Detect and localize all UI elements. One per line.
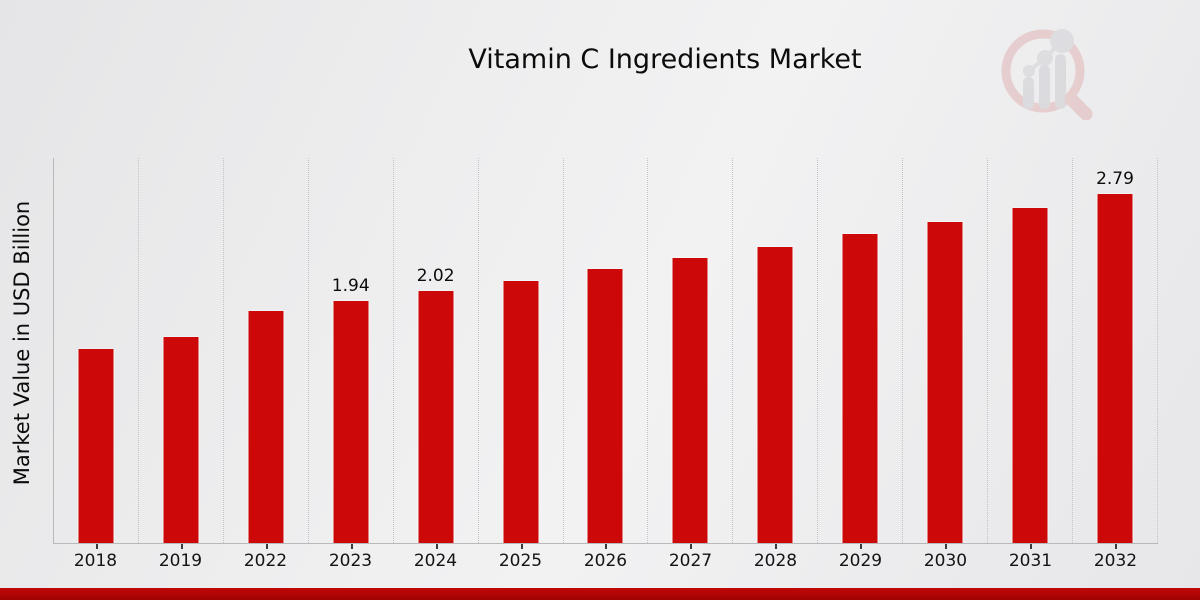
x-axis-label-2029: 2029 (838, 551, 883, 571)
category-cell-2029 (818, 158, 904, 549)
bar-value-label-2032: 2.79 (1096, 169, 1134, 190)
bottom-banner (0, 588, 1200, 600)
category-cell-2022 (224, 158, 309, 549)
category-cell-2025 (479, 158, 564, 549)
bar-2027 (672, 258, 708, 543)
x-axis-label-2028: 2028 (753, 551, 798, 571)
category-cell-2032: 2.79 (1073, 158, 1158, 549)
bar-2025 (503, 280, 539, 543)
bar-value-label-2024: 2.02 (416, 265, 455, 286)
category-cell-2023: 1.94 (309, 158, 394, 549)
bar-2022 (248, 310, 284, 543)
bar-2031 (1012, 208, 1048, 543)
x-axis-tick (860, 544, 863, 549)
x-axis-label-2031: 2031 (1008, 551, 1053, 571)
bar-2024 (418, 290, 454, 543)
x-axis-label-2019: 2019 (158, 551, 203, 571)
category-cell-2018 (54, 158, 139, 549)
x-axis-label-2018: 2018 (73, 551, 118, 571)
x-axis-label-2022: 2022 (243, 551, 288, 571)
x-axis-label-2025: 2025 (498, 551, 543, 571)
x-axis-tick (350, 544, 353, 549)
x-axis-label-2026: 2026 (583, 551, 628, 571)
bar-2029 (842, 234, 878, 543)
plot-area: 1.94 2.02 2.79 (53, 158, 1158, 549)
x-axis-label-2024: 2024 (413, 551, 458, 571)
category-cell-2024: 2.02 (394, 158, 479, 549)
bar-2026 (587, 269, 623, 543)
x-axis-tick (520, 544, 523, 549)
y-axis-title: Market Value in USD Billion (10, 200, 34, 486)
bar-2018 (78, 349, 114, 543)
x-axis-tick (605, 544, 608, 549)
x-axis-tick (690, 544, 693, 549)
category-cell-2028 (733, 158, 819, 549)
category-cell-2031 (988, 158, 1074, 549)
x-axis-labels: 2018 2019 2022 2023 2024 2025 2026 2027 2028 2029… (53, 551, 1158, 571)
x-axis-label-2023: 2023 (328, 551, 373, 571)
x-axis-tick (1030, 544, 1033, 549)
x-axis-tick (95, 544, 98, 549)
chart-title: Vitamin C Ingredients Market (468, 44, 862, 75)
x-axis-label-2030: 2030 (923, 551, 968, 571)
bar-2032 (1097, 194, 1133, 543)
x-axis-tick (945, 544, 948, 549)
category-cell-2027 (648, 158, 734, 549)
x-axis-tick (435, 544, 438, 549)
bar-2028 (757, 246, 793, 543)
bar-2023 (333, 300, 369, 543)
x-axis-tick (775, 544, 778, 549)
category-cell-2030 (903, 158, 989, 549)
category-cell-2019 (139, 158, 224, 549)
bar-value-label-2023: 1.94 (331, 275, 370, 296)
category-cell-2026 (564, 158, 649, 549)
bar-2019 (163, 336, 199, 543)
x-axis-label-2032: 2032 (1093, 551, 1138, 571)
x-axis-tick (1115, 544, 1118, 549)
x-axis-label-2027: 2027 (668, 551, 713, 571)
magnifier-bar-chart-logo-icon (1001, 29, 1093, 120)
bar-2030 (927, 221, 963, 543)
x-axis-tick (265, 544, 268, 549)
x-axis-tick (180, 544, 183, 549)
